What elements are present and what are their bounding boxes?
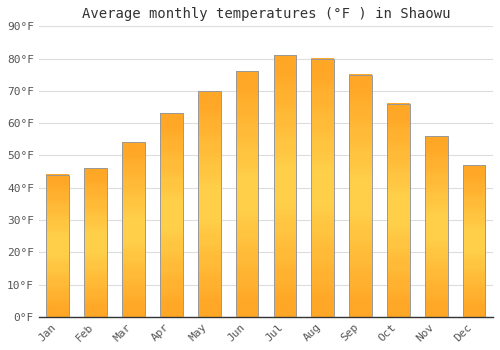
Bar bbox=[160, 113, 182, 317]
Bar bbox=[122, 142, 145, 317]
Bar bbox=[425, 136, 448, 317]
Bar bbox=[463, 165, 485, 317]
Bar bbox=[236, 71, 258, 317]
Bar bbox=[84, 168, 107, 317]
Bar bbox=[387, 104, 410, 317]
Bar bbox=[312, 58, 334, 317]
Bar bbox=[349, 75, 372, 317]
Title: Average monthly temperatures (°F ) in Shaowu: Average monthly temperatures (°F ) in Sh… bbox=[82, 7, 450, 21]
Bar bbox=[46, 175, 69, 317]
Bar bbox=[198, 91, 220, 317]
Bar bbox=[274, 55, 296, 317]
